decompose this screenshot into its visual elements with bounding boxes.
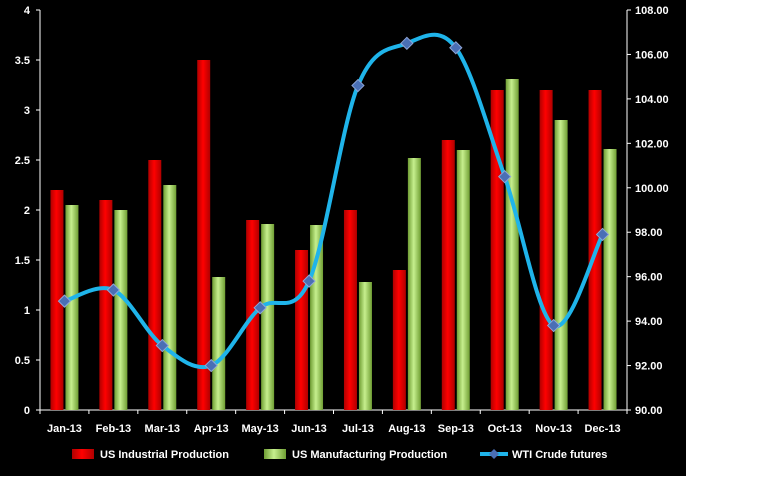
right-axis: 90.00 92.00 94.00 96.00 98.00 100.00 102.00 104… <box>626 5 669 417</box>
industrial-bar-jun-13 <box>295 250 309 410</box>
wti-point-jun-13 <box>302 274 316 288</box>
wti-point-may-13 <box>253 301 267 315</box>
legend-industrial-label: US Industrial Production <box>100 449 229 461</box>
industrial-bar-jul-13 <box>343 210 357 410</box>
manufacturing-bar-feb-13 <box>114 210 128 410</box>
manufacturing-bar-sep-13 <box>456 150 470 410</box>
left-tick-label: 3.5 <box>15 55 30 67</box>
wti-line <box>57 32 610 373</box>
manufacturing-bar-aug-13 <box>407 158 421 410</box>
legend-manufacturing-label: US Manufacturing Production <box>292 449 448 461</box>
x-tick-label: Sep-13 <box>438 423 474 435</box>
wti-point-nov-13 <box>546 318 561 333</box>
manufacturing-bar-mar-13 <box>163 185 177 410</box>
left-tick-label: 0 <box>24 405 30 417</box>
right-tick-label: 98.00 <box>635 227 663 239</box>
wti-point-jul-13 <box>351 78 365 93</box>
x-tick-label: Oct-13 <box>488 423 522 435</box>
legend-manufacturing-swatch <box>264 449 286 459</box>
wti-point-apr-13 <box>204 358 218 373</box>
legend-wti-marker <box>489 449 499 459</box>
legend-industrial-swatch <box>72 449 94 459</box>
x-tick-label: Nov-13 <box>535 423 572 435</box>
left-tick-label: 1 <box>24 305 30 317</box>
x-tick-label: Feb-13 <box>96 423 131 435</box>
right-tick-label: 92.00 <box>635 361 663 373</box>
x-tick-label: Dec-13 <box>585 423 621 435</box>
right-tick-label: 94.00 <box>635 316 663 328</box>
right-tick-label: 90.00 <box>635 405 663 417</box>
left-tick-label: 2 <box>24 205 30 217</box>
left-tick-label: 2.5 <box>15 155 30 167</box>
wti-point-mar-13 <box>155 338 169 353</box>
right-tick-label: 102.00 <box>635 138 669 150</box>
manufacturing-bar-dec-13 <box>603 149 617 410</box>
left-tick-label: 1.5 <box>15 255 30 267</box>
left-tick-label: 3 <box>24 105 30 117</box>
manufacturing-bar-nov-13 <box>554 120 568 410</box>
legend-wti-label: WTI Crude futures <box>512 449 607 461</box>
right-tick-label: 96.00 <box>635 272 663 284</box>
manufacturing-bar-oct-13 <box>505 79 519 410</box>
x-tick-label: Mar-13 <box>145 423 180 435</box>
x-tick-label: Jun-13 <box>291 423 326 435</box>
wti-point-feb-13 <box>106 283 121 297</box>
x-tick-label: Jul-13 <box>342 423 374 435</box>
right-tick-label: 104.00 <box>635 94 669 106</box>
industrial-bar-apr-13 <box>197 60 211 410</box>
wti-point-oct-13 <box>498 169 512 184</box>
x-axis: Jan-13 Feb-13 Mar-13 Apr-13 May-13 Jun-13 Jul-… <box>39 409 628 435</box>
left-tick-label: 4 <box>24 5 31 17</box>
manufacturing-bar-jan-13 <box>65 205 79 410</box>
right-tick-label: 106.00 <box>635 49 669 61</box>
industrial-bar-aug-13 <box>392 270 406 410</box>
wti-point-aug-13 <box>400 36 414 51</box>
x-tick-label: May-13 <box>241 423 278 435</box>
manufacturing-bar-apr-13 <box>212 277 226 410</box>
manufacturing-bar-jul-13 <box>358 282 372 410</box>
left-axis: 0 0.5 1 1.5 2 2.5 3 3.5 4 <box>15 5 41 417</box>
x-tick-label: Jan-13 <box>47 423 82 435</box>
bars <box>50 60 617 410</box>
industrial-bar-jan-13 <box>50 190 64 410</box>
right-tick-label: 100.00 <box>635 183 669 195</box>
industrial-bar-mar-13 <box>148 160 162 410</box>
industrial-bar-sep-13 <box>441 140 455 410</box>
chart-area: 0 0.5 1 1.5 2 2.5 3 3.5 4 90.00 92.00 94.00 96.00 98… <box>0 0 686 476</box>
manufacturing-bar-may-13 <box>261 224 275 410</box>
combo-chart: 0 0.5 1 1.5 2 2.5 3 3.5 4 90.00 92.00 94.00 96.00 98… <box>15 5 669 461</box>
wti-point-dec-13 <box>595 227 610 242</box>
wti-point-sep-13 <box>449 41 463 55</box>
x-tick-label: Apr-13 <box>194 423 229 435</box>
industrial-bar-feb-13 <box>99 200 113 410</box>
right-tick-label: 108.00 <box>635 5 669 17</box>
legend: US Industrial Production US Manufacturing… <box>72 449 607 461</box>
left-tick-label: 0.5 <box>15 355 30 367</box>
wti-line-path <box>63 32 605 370</box>
industrial-bar-nov-13 <box>539 90 553 410</box>
x-tick-label: Aug-13 <box>388 423 425 435</box>
wti-point-jan-13 <box>57 294 72 308</box>
